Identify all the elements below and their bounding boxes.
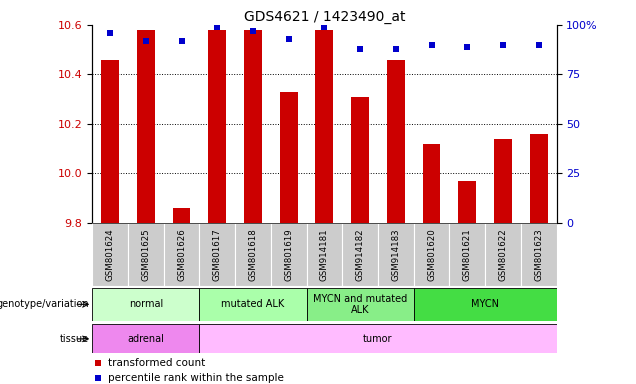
Bar xyxy=(235,223,271,286)
Text: GSM801625: GSM801625 xyxy=(141,228,150,281)
Point xyxy=(355,46,365,52)
Text: MYCN: MYCN xyxy=(471,299,499,310)
Point xyxy=(426,42,436,48)
Text: mutated ALK: mutated ALK xyxy=(221,299,284,310)
Bar xyxy=(307,223,342,286)
Bar xyxy=(521,223,556,286)
Point xyxy=(92,360,102,366)
Bar xyxy=(199,288,307,321)
Bar xyxy=(450,223,485,286)
Bar xyxy=(315,30,333,223)
Title: GDS4621 / 1423490_at: GDS4621 / 1423490_at xyxy=(244,10,405,24)
Bar xyxy=(199,324,556,353)
Bar xyxy=(307,288,413,321)
Bar xyxy=(101,60,119,223)
Text: tumor: tumor xyxy=(363,334,392,344)
Bar xyxy=(351,97,369,223)
Text: GSM914181: GSM914181 xyxy=(320,228,329,281)
Point xyxy=(534,42,544,48)
Text: MYCN and mutated
ALK: MYCN and mutated ALK xyxy=(313,293,407,315)
Text: GSM801624: GSM801624 xyxy=(106,228,114,281)
Point xyxy=(462,44,473,50)
Text: tissue: tissue xyxy=(60,334,89,344)
Text: GSM801623: GSM801623 xyxy=(534,228,543,281)
Text: GSM801622: GSM801622 xyxy=(499,228,508,281)
Bar xyxy=(92,223,128,286)
Bar xyxy=(137,30,155,223)
Bar xyxy=(209,30,226,223)
Text: genotype/variation: genotype/variation xyxy=(0,299,89,310)
Text: normal: normal xyxy=(128,299,163,310)
Text: GSM801621: GSM801621 xyxy=(463,228,472,281)
Text: adrenal: adrenal xyxy=(127,334,164,344)
Bar xyxy=(172,208,190,223)
Text: GSM914183: GSM914183 xyxy=(391,228,400,281)
Text: GSM801619: GSM801619 xyxy=(284,228,293,281)
Text: GSM801626: GSM801626 xyxy=(177,228,186,281)
Bar xyxy=(199,223,235,286)
Bar xyxy=(387,60,404,223)
Bar xyxy=(485,223,521,286)
Text: transformed count: transformed count xyxy=(108,358,205,368)
Bar xyxy=(92,288,199,321)
Text: percentile rank within the sample: percentile rank within the sample xyxy=(108,372,284,383)
Bar xyxy=(128,223,163,286)
Bar xyxy=(413,288,556,321)
Point xyxy=(212,24,223,30)
Bar xyxy=(459,181,476,223)
Point xyxy=(284,36,294,42)
Point xyxy=(92,375,102,381)
Bar xyxy=(92,324,199,353)
Bar xyxy=(378,223,413,286)
Text: GSM801620: GSM801620 xyxy=(427,228,436,281)
Point xyxy=(391,46,401,52)
Bar xyxy=(494,139,512,223)
Bar xyxy=(413,223,450,286)
Bar xyxy=(342,223,378,286)
Text: GSM801617: GSM801617 xyxy=(212,228,222,281)
Point xyxy=(141,38,151,44)
Point xyxy=(319,24,329,30)
Text: GSM801618: GSM801618 xyxy=(249,228,258,281)
Bar xyxy=(422,144,440,223)
Bar xyxy=(244,30,262,223)
Point xyxy=(248,28,258,34)
Text: GSM914182: GSM914182 xyxy=(356,228,364,281)
Point xyxy=(105,30,115,36)
Bar xyxy=(530,134,548,223)
Point xyxy=(498,42,508,48)
Point xyxy=(176,38,186,44)
Bar xyxy=(271,223,307,286)
Bar xyxy=(280,92,298,223)
Bar xyxy=(163,223,199,286)
